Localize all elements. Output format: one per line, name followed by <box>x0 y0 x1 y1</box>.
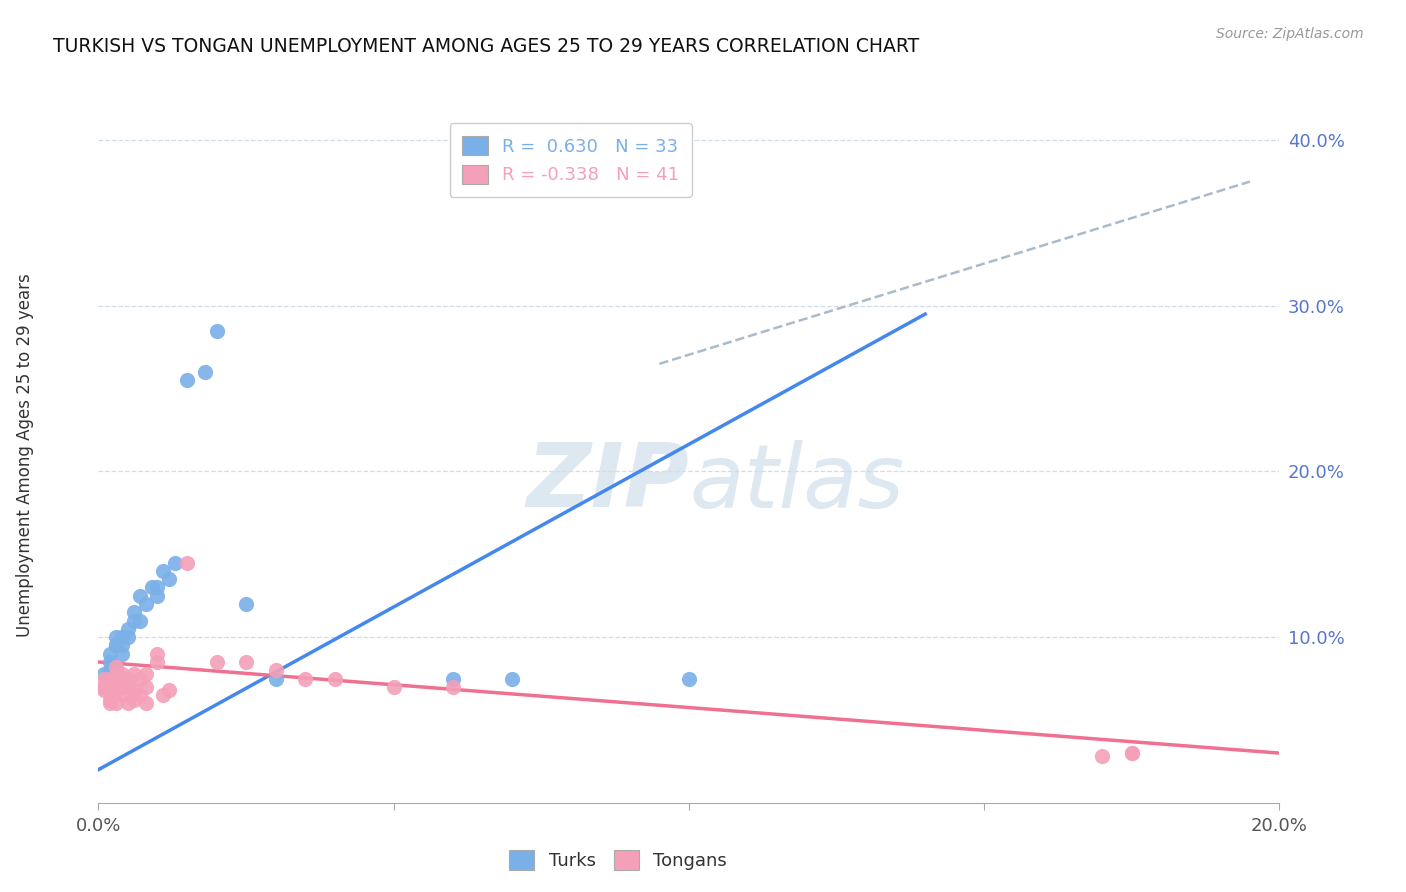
Point <box>501 672 523 686</box>
Point <box>98 655 121 669</box>
Point <box>194 365 217 379</box>
Point <box>105 663 128 677</box>
Point <box>264 672 287 686</box>
Point <box>441 680 464 694</box>
Point <box>323 672 346 686</box>
Point <box>122 666 145 681</box>
Point <box>1121 746 1143 760</box>
Point <box>117 697 139 711</box>
Point <box>117 672 139 686</box>
Point <box>146 589 169 603</box>
Point <box>128 688 150 702</box>
Point <box>105 697 128 711</box>
Text: Source: ZipAtlas.com: Source: ZipAtlas.com <box>1216 27 1364 41</box>
Point <box>205 655 228 669</box>
Text: ZIP: ZIP <box>526 439 689 526</box>
Point <box>105 639 128 653</box>
Point <box>117 622 139 636</box>
Point <box>135 697 157 711</box>
Point <box>441 672 464 686</box>
Point <box>135 666 157 681</box>
Point <box>111 688 134 702</box>
Point <box>117 680 139 694</box>
Point <box>135 597 157 611</box>
Point <box>122 693 145 707</box>
Point <box>93 666 115 681</box>
Point <box>111 647 134 661</box>
Point <box>146 647 169 661</box>
Point <box>117 630 139 644</box>
Point <box>98 697 121 711</box>
Point <box>146 655 169 669</box>
Point <box>128 614 150 628</box>
Point <box>128 672 150 686</box>
Point <box>128 589 150 603</box>
Point <box>382 680 405 694</box>
Legend: Turks, Tongans: Turks, Tongans <box>502 843 734 877</box>
Point <box>93 680 115 694</box>
Point <box>678 672 700 686</box>
Point <box>111 680 134 694</box>
Point <box>105 660 128 674</box>
Point <box>93 683 115 698</box>
Point <box>98 680 121 694</box>
Point <box>157 572 180 586</box>
Point <box>165 556 187 570</box>
Point <box>235 597 257 611</box>
Point <box>98 693 121 707</box>
Point <box>98 647 121 661</box>
Point <box>111 639 134 653</box>
Text: atlas: atlas <box>689 440 904 525</box>
Point <box>152 564 174 578</box>
Point <box>152 688 174 702</box>
Point <box>176 556 198 570</box>
Point <box>122 683 145 698</box>
Point <box>135 680 157 694</box>
Point <box>122 605 145 619</box>
Text: Unemployment Among Ages 25 to 29 years: Unemployment Among Ages 25 to 29 years <box>17 273 34 637</box>
Point <box>111 666 134 681</box>
Point <box>157 683 180 698</box>
Point <box>122 614 145 628</box>
Point <box>105 683 128 698</box>
Point <box>111 630 134 644</box>
Point <box>146 581 169 595</box>
Point <box>98 672 121 686</box>
Point <box>141 581 163 595</box>
Point <box>105 630 128 644</box>
Point <box>176 373 198 387</box>
Point <box>98 663 121 677</box>
Point <box>1091 749 1114 764</box>
Point <box>93 672 115 686</box>
Point <box>105 639 128 653</box>
Point <box>105 666 128 681</box>
Point <box>264 663 287 677</box>
Point <box>93 680 115 694</box>
Text: TURKISH VS TONGAN UNEMPLOYMENT AMONG AGES 25 TO 29 YEARS CORRELATION CHART: TURKISH VS TONGAN UNEMPLOYMENT AMONG AGE… <box>53 37 920 56</box>
Point <box>1121 746 1143 760</box>
Point <box>294 672 316 686</box>
Point <box>205 324 228 338</box>
Point <box>105 680 128 694</box>
Point <box>235 655 257 669</box>
